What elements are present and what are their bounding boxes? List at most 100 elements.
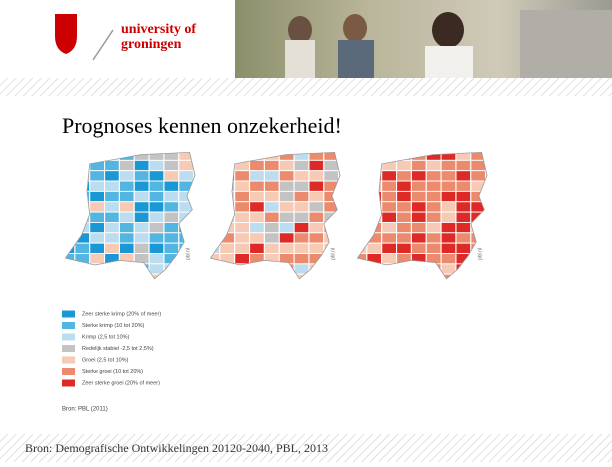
region <box>148 211 165 223</box>
region <box>293 273 310 279</box>
region <box>425 170 442 182</box>
region <box>323 170 340 182</box>
region <box>323 159 340 172</box>
region <box>455 221 472 234</box>
region <box>249 242 265 254</box>
region <box>410 159 427 172</box>
region <box>263 159 280 172</box>
legend-label: Sterke krimp (10 tot 20%) <box>82 323 145 329</box>
watermark: pbl.nl <box>477 248 483 260</box>
region <box>118 211 135 223</box>
map-outline <box>64 151 196 280</box>
region <box>104 221 120 234</box>
region <box>263 190 280 203</box>
region <box>148 180 165 192</box>
region <box>104 159 120 172</box>
region <box>410 232 427 244</box>
source: Bron: PBL (2011) <box>62 407 108 413</box>
region <box>440 221 457 234</box>
region <box>425 232 442 244</box>
region <box>425 159 442 172</box>
region <box>133 190 150 203</box>
region <box>293 201 310 213</box>
region <box>249 211 265 223</box>
region <box>234 211 251 223</box>
region <box>293 190 310 203</box>
region <box>425 180 442 192</box>
region <box>133 232 150 244</box>
legend-label: Groei (2,5 tot 10%) <box>82 357 129 363</box>
region <box>396 170 412 182</box>
region <box>148 170 165 182</box>
region <box>163 190 180 203</box>
region <box>133 201 150 213</box>
region <box>410 190 427 203</box>
region <box>89 170 106 182</box>
region <box>293 232 310 244</box>
region <box>133 221 150 234</box>
region <box>425 190 442 203</box>
region <box>234 180 251 192</box>
map-outline <box>356 151 488 280</box>
region <box>89 221 106 234</box>
region <box>249 159 265 172</box>
region <box>148 221 165 234</box>
region <box>410 180 427 192</box>
region <box>148 242 165 254</box>
logo-text: groningen <box>121 37 182 52</box>
region <box>118 170 135 182</box>
legend-label: Sterke groei (10 tot 20%) <box>82 369 143 375</box>
region <box>440 180 457 192</box>
region <box>118 242 135 254</box>
region <box>234 170 251 182</box>
region <box>440 242 457 254</box>
region <box>440 159 457 172</box>
region <box>396 221 412 234</box>
region <box>278 232 295 244</box>
region <box>148 190 165 203</box>
region <box>278 211 295 223</box>
region <box>133 170 150 182</box>
region <box>425 211 442 223</box>
region <box>234 242 251 254</box>
region <box>133 180 150 192</box>
region <box>410 211 427 223</box>
region <box>148 232 165 244</box>
legend-label: Zeer sterke krimp (20% of meer) <box>82 311 161 317</box>
region <box>381 190 398 203</box>
region <box>308 180 325 192</box>
region <box>308 201 325 213</box>
watermark: pbl.nl <box>330 248 336 260</box>
region <box>410 170 427 182</box>
region <box>133 242 150 254</box>
region <box>118 221 135 234</box>
region <box>308 170 325 182</box>
region <box>293 170 310 182</box>
region <box>440 253 457 265</box>
region <box>278 180 295 192</box>
region <box>293 221 310 234</box>
region <box>396 242 412 254</box>
logo <box>55 14 114 61</box>
region <box>455 180 472 192</box>
region <box>396 232 412 244</box>
region <box>163 242 180 254</box>
region <box>118 180 135 192</box>
region <box>263 232 280 244</box>
region <box>249 232 265 244</box>
region <box>293 159 310 172</box>
region <box>381 232 398 244</box>
region <box>89 211 106 223</box>
photo-figures <box>285 10 612 78</box>
map-outline <box>209 151 341 280</box>
legend-swatch <box>62 368 75 375</box>
region <box>163 232 180 244</box>
region <box>193 170 196 182</box>
region <box>455 159 472 172</box>
legend-swatch <box>62 379 75 387</box>
region <box>485 170 488 182</box>
region <box>249 201 265 213</box>
region <box>89 201 106 213</box>
region <box>178 170 195 182</box>
